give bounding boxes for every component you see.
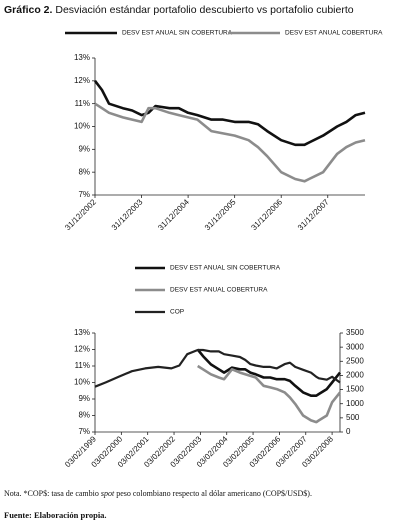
y2-tick-label: 3000 <box>346 342 364 351</box>
data-line <box>93 80 366 147</box>
y-tick-label: 13% <box>74 328 90 337</box>
note-text: spot <box>101 489 115 498</box>
note: Nota. *COP$: tasa de cambio spot peso co… <box>4 489 312 498</box>
y2-tick-label: 2000 <box>346 371 364 380</box>
figure-label: Gráfico 2. <box>4 4 53 16</box>
legend-label: DESV EST ANUAL SIN COBERTURA <box>122 30 233 37</box>
legend-label: COP <box>170 309 184 316</box>
data-line <box>94 102 366 183</box>
y-tick-label: 12% <box>74 345 90 354</box>
y-tick-label: 8% <box>78 167 90 176</box>
y-tick-label: 9% <box>78 394 90 403</box>
legend-label: DESV EST ANUAL COBERTURA <box>170 287 268 294</box>
data-line <box>196 348 342 397</box>
x-tick-label: 31/12/2002 <box>63 197 98 232</box>
y2-tick-label: 2500 <box>346 356 364 365</box>
note-text: peso colombiano respecto al dólar americ… <box>114 489 312 498</box>
y-tick-label: 12% <box>74 76 90 85</box>
y-tick-label: 11% <box>75 99 90 108</box>
legend-label: DESV EST ANUAL COBERTURA <box>285 30 383 37</box>
y2-tick-label: 1000 <box>346 399 364 408</box>
data-line <box>197 364 342 424</box>
note-text: Nota. *COP$: tasa de cambio <box>4 489 101 498</box>
y-tick-label: 7% <box>78 190 90 199</box>
figure-title: Gráfico 2. Desviación estándar portafoli… <box>4 4 354 16</box>
x-tick-label: 31/12/2003 <box>110 197 145 232</box>
x-tick-label: 31/12/2006 <box>249 197 284 232</box>
y-tick-label: 13% <box>74 53 90 62</box>
y-tick-label: 8% <box>78 411 90 420</box>
y-tick-label: 10% <box>74 122 90 131</box>
y2-tick-label: 500 <box>346 413 360 422</box>
y-tick-label: 7% <box>78 427 90 436</box>
x-tick-label: 31/12/2007 <box>296 197 331 232</box>
legend-label: DESV EST ANUAL SIN COBERTURA <box>170 265 281 272</box>
y2-tick-label: 1500 <box>346 385 364 394</box>
y2-tick-label: 3500 <box>346 328 364 337</box>
y-tick-label: 9% <box>78 144 90 153</box>
x-tick-label: 31/12/2005 <box>203 197 238 232</box>
figure-text: Desviación estándar portafolio descubier… <box>55 4 353 16</box>
y2-tick-label: 0 <box>346 427 351 436</box>
data-line <box>94 348 341 388</box>
y-tick-label: 11% <box>75 361 90 370</box>
source: Fuente: Elaboración propia. <box>4 510 107 520</box>
y-tick-label: 10% <box>74 378 90 387</box>
x-tick-label: 31/12/2004 <box>156 197 191 232</box>
